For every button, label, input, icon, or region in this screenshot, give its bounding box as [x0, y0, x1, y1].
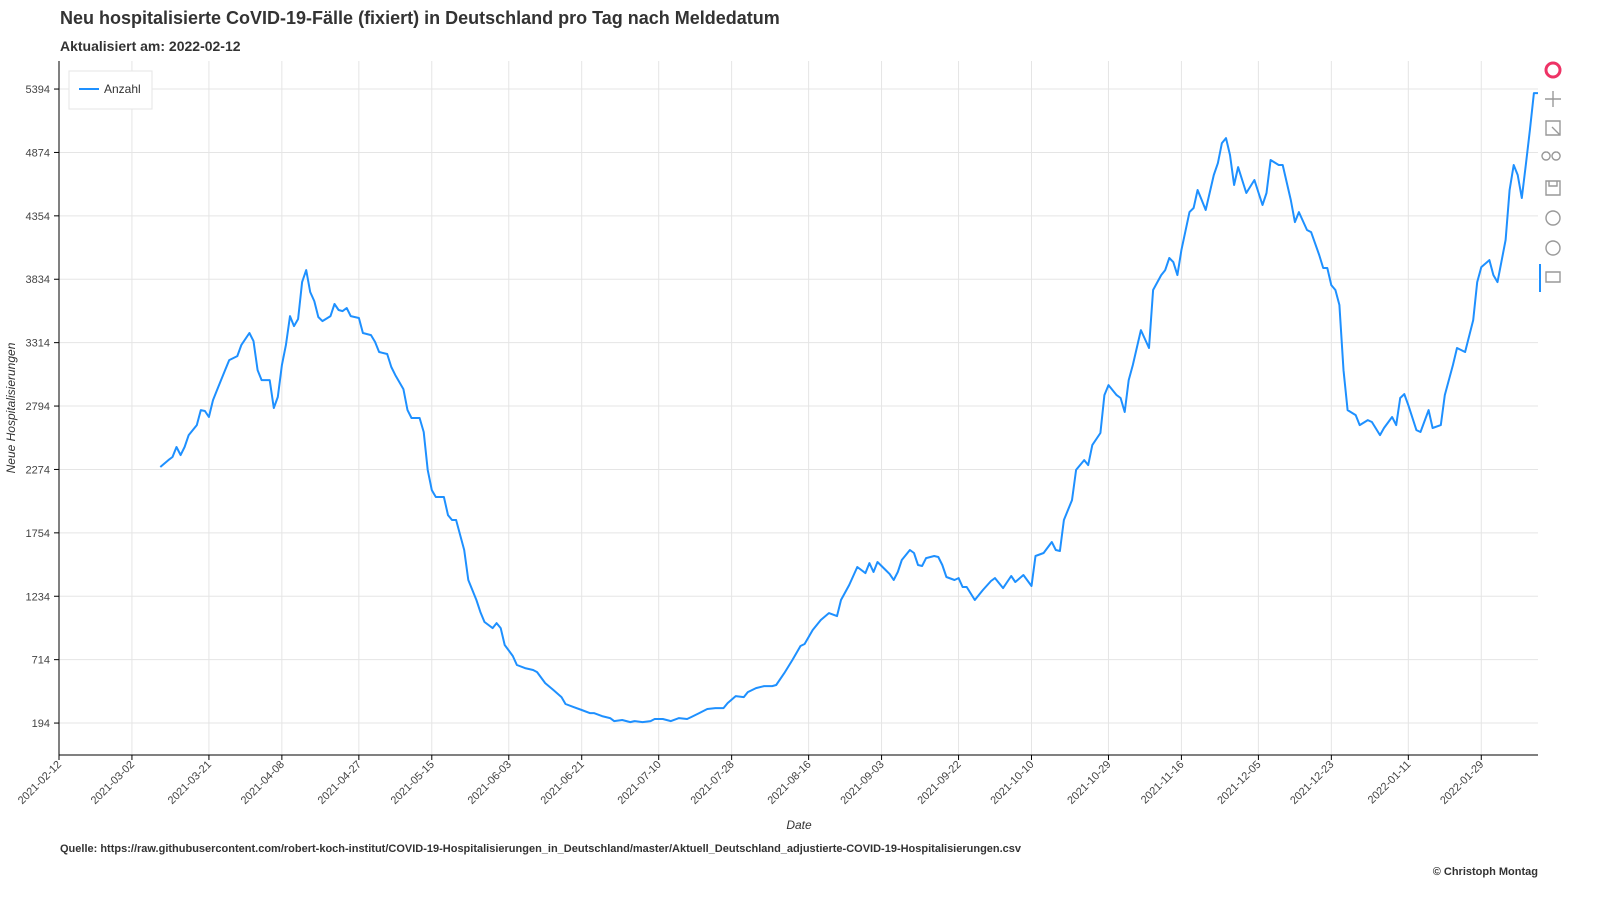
y-tick-label: 2274	[26, 464, 50, 476]
y-tick-label: 5394	[26, 84, 50, 96]
y-tick-label: 2794	[26, 401, 50, 413]
legend: Anzahl	[68, 70, 153, 110]
x-tick-label: 2021-12-05	[1215, 759, 1263, 807]
hover-tool[interactable]	[1545, 271, 1561, 283]
pan-tool[interactable]	[1545, 91, 1561, 107]
x-tick-label: 2021-05-15	[389, 759, 437, 807]
x-tick-label: 2021-03-21	[166, 759, 214, 807]
box-zoom-tool[interactable]	[1545, 120, 1561, 136]
toolbar	[1539, 61, 1562, 292]
y-axis-label: Neue Hospitalisierungen	[4, 342, 18, 473]
x-tick-label: 2021-04-27	[316, 759, 364, 807]
y-tick-label: 3834	[26, 274, 50, 286]
x-tick-label: 2021-11-16	[1139, 759, 1187, 807]
y-tick-label: 714	[32, 655, 50, 667]
copyright: © Christoph Montag	[1433, 866, 1538, 878]
help-tool[interactable]	[1545, 240, 1561, 256]
wheel-zoom-tool[interactable]	[1541, 151, 1561, 161]
y-tick-label: 1754	[26, 528, 50, 540]
x-tick-label: 2021-08-16	[765, 759, 813, 807]
x-tick-label: 2021-06-21	[539, 759, 587, 807]
reset-tool[interactable]	[1545, 210, 1561, 226]
source-note: Quelle: https://raw.githubusercontent.co…	[60, 843, 1022, 855]
x-tick-label: 2021-04-08	[239, 759, 287, 807]
y-tick-label: 194	[32, 718, 50, 730]
y-tick-label: 4354	[26, 211, 50, 223]
x-tick-label: 2021-07-10	[616, 759, 664, 807]
bokeh-logo[interactable]	[1544, 61, 1562, 79]
chart-subtitle: Aktualisiert am: 2022-02-12	[60, 38, 241, 54]
x-tick-label: 2021-10-29	[1065, 759, 1113, 807]
x-tick-label: 2021-12-23	[1288, 759, 1336, 807]
data-line	[159, 92, 1538, 724]
legend-label: Anzahl	[104, 82, 141, 96]
x-tick-label: 2021-03-02	[89, 759, 137, 807]
x-tick-label: 2021-09-03	[838, 759, 886, 807]
x-tick-label: 2022-01-29	[1438, 759, 1486, 807]
x-tick-label: 2021-06-03	[466, 759, 514, 807]
save-tool[interactable]	[1545, 180, 1561, 196]
y-tick-label: 4874	[26, 147, 50, 159]
chart-title: Neu hospitalisierte CoVID-19-Fälle (fixi…	[60, 8, 780, 28]
x-tick-label: 2021-07-28	[688, 759, 736, 807]
x-tick-label: 2021-02-12	[16, 759, 64, 807]
y-tick-label: 3314	[26, 338, 50, 350]
x-tick-label: 2022-01-11	[1366, 759, 1414, 807]
y-tick-label: 1234	[26, 591, 50, 603]
x-tick-label: 2021-10-10	[988, 759, 1036, 807]
x-axis-label: Date	[786, 818, 812, 832]
x-tick-label: 2021-09-22	[915, 759, 963, 807]
